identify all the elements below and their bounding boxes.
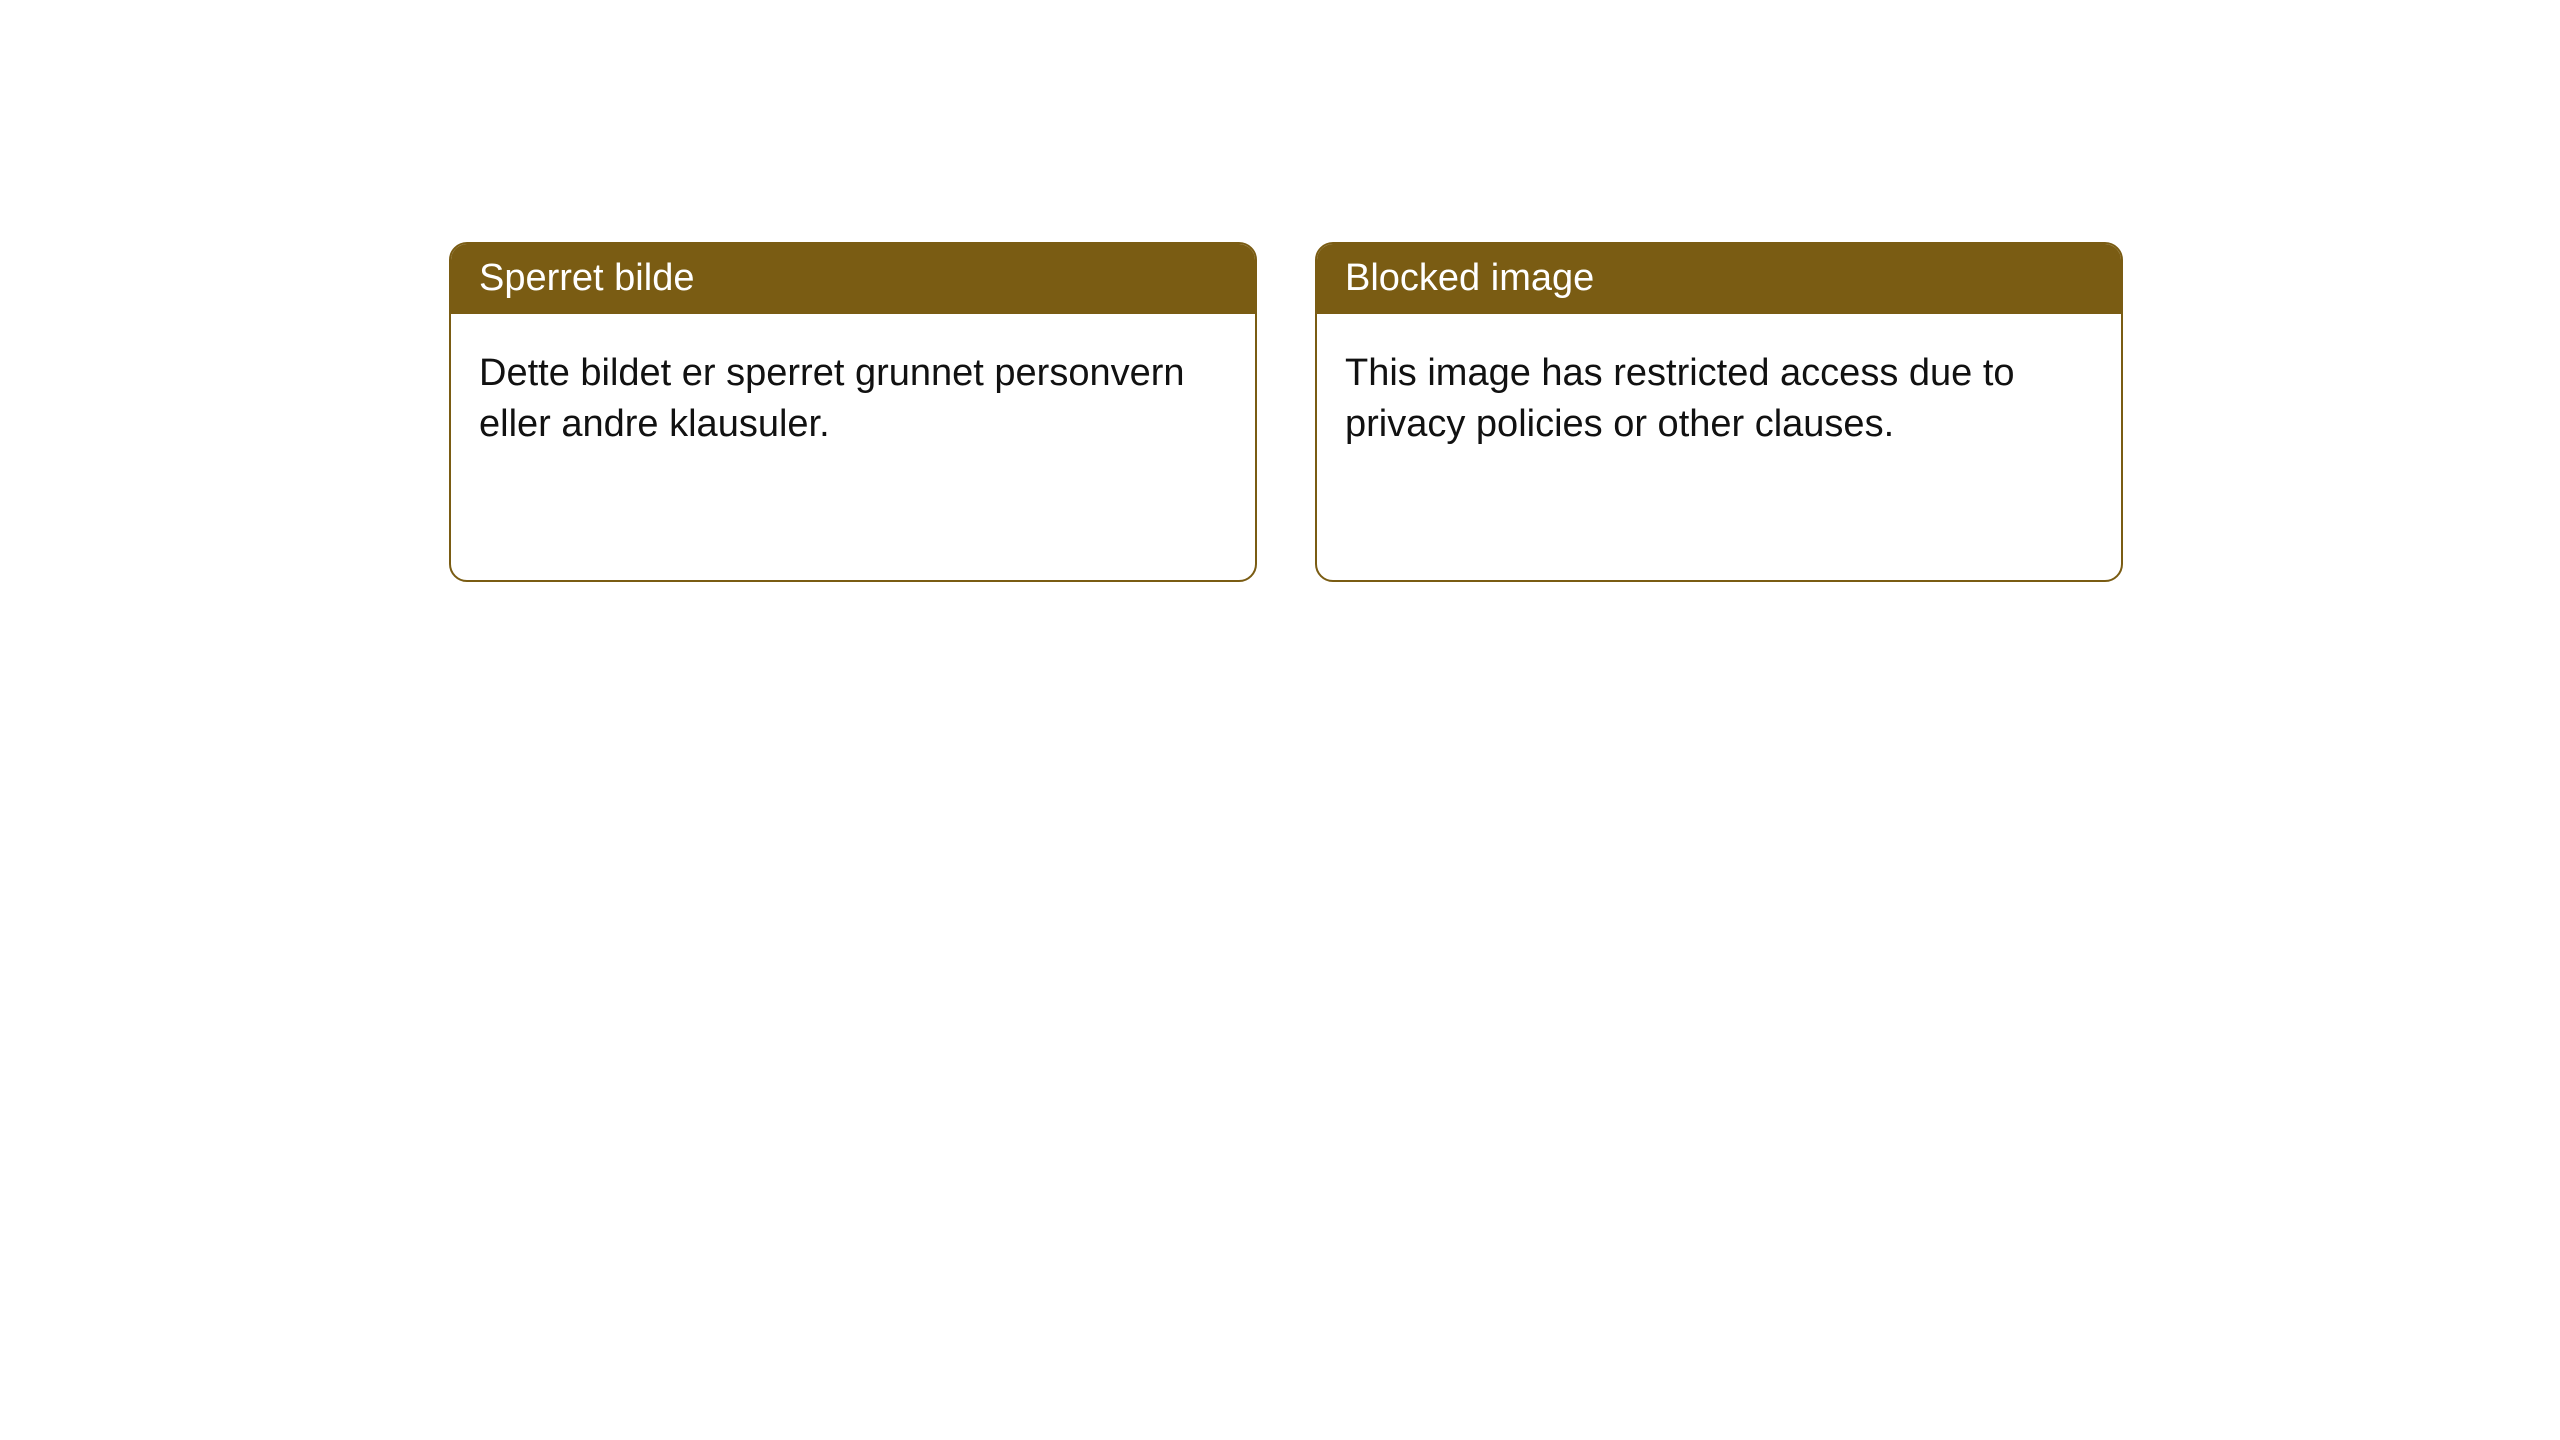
notice-card-title: Blocked image — [1317, 244, 2121, 314]
notice-card-no: Sperret bilde Dette bildet er sperret gr… — [449, 242, 1257, 582]
notice-card-en: Blocked image This image has restricted … — [1315, 242, 2123, 582]
notice-card-body: This image has restricted access due to … — [1317, 314, 2121, 485]
notice-cards-container: Sperret bilde Dette bildet er sperret gr… — [449, 242, 2123, 582]
notice-card-title: Sperret bilde — [451, 244, 1255, 314]
notice-card-body: Dette bildet er sperret grunnet personve… — [451, 314, 1255, 485]
